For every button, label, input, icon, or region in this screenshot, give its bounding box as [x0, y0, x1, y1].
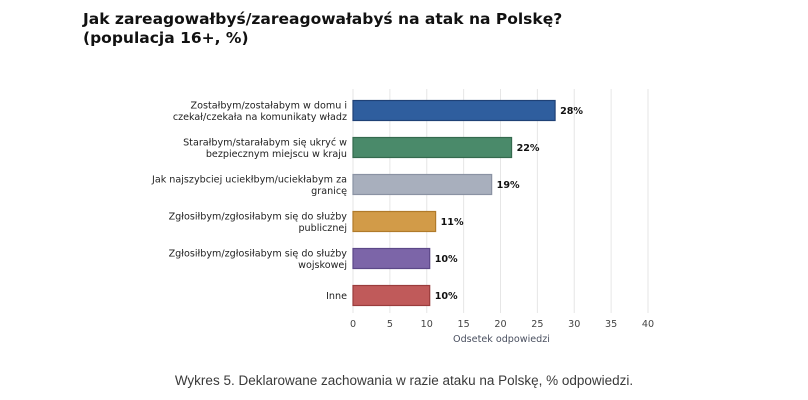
x-axis-ticks: 0 5 10 15 20 25 30 35 40: [350, 319, 654, 330]
x-tick-label: 30: [568, 319, 580, 330]
category-label-line: Starałbym/starałabym się ukryć w: [183, 136, 347, 148]
x-axis-title: Odsetek odpowiedzi: [453, 334, 550, 345]
x-tick-label: 25: [531, 319, 543, 330]
bar: [352, 99, 556, 122]
x-tick-label: 5: [387, 319, 393, 330]
category-label-line: bezpiecznym miejscu w kraju: [206, 149, 347, 160]
category-label: Jak najszybciej uciekłbym/uciekłabym za g…: [151, 174, 347, 197]
category-label: Inne: [326, 291, 347, 302]
category-label: Zgłosiłbym/zgłosiłabym się do służby publ…: [169, 211, 348, 234]
chart-title: Jak zareagowałbyś/zareagowałabyś na atak…: [83, 10, 703, 48]
value-labels: 28% 22% 19% 11% 10% 10%: [435, 106, 584, 302]
category-label: Zostałbym/zostałabym w domu i czekał/czek…: [173, 100, 347, 123]
bar: [352, 284, 431, 307]
category-label-line: Inne: [326, 291, 347, 302]
bar: [352, 247, 431, 270]
grid-lines: [352, 89, 649, 313]
value-label: 19%: [497, 180, 520, 191]
chart-title-line-2: (populacja 16+, %): [83, 29, 249, 47]
value-label: 10%: [435, 291, 458, 302]
value-label: 10%: [435, 254, 458, 265]
category-label: Starałbym/starałabym się ukryć w bezpiecz…: [183, 136, 347, 160]
category-label-line: Zostałbym/zostałabym w domu i: [191, 100, 347, 111]
x-tick-label: 15: [458, 319, 470, 330]
value-label: 28%: [560, 106, 583, 117]
category-label-line: Zgłosiłbym/zgłosiłabym się do służby: [169, 211, 348, 222]
x-tick-label: 35: [605, 319, 617, 330]
category-label-line: wojskowej: [298, 260, 347, 271]
bar: [352, 136, 513, 159]
x-tick-label: 20: [494, 319, 506, 330]
category-label-line: publicznej: [298, 223, 347, 234]
bar: [352, 173, 493, 196]
value-label: 11%: [441, 217, 464, 228]
category-label: Zgłosiłbym/zgłosiłabym się do służby wojs…: [169, 248, 348, 271]
x-tick-label: 0: [350, 319, 356, 330]
x-tick-label: 10: [421, 319, 433, 330]
x-tick-label: 40: [642, 319, 654, 330]
bar: [352, 210, 437, 233]
category-label-line: czekał/czekała na komunikaty władz: [173, 112, 347, 123]
bars: [352, 99, 556, 307]
category-label-line: Zgłosiłbym/zgłosiłabym się do służby: [169, 248, 348, 259]
category-labels: Zostałbym/zostałabym w domu i czekał/czek…: [151, 100, 347, 302]
category-label-line: granicę: [311, 186, 347, 197]
value-label: 22%: [517, 143, 540, 154]
category-label-line: Jak najszybciej uciekłbym/uciekłabym za: [151, 174, 347, 185]
figure-caption: Wykres 5. Deklarowane zachowania w razie…: [174, 373, 634, 388]
chart-title-line-1: Jak zareagowałbyś/zareagowałabyś na atak…: [83, 10, 563, 28]
